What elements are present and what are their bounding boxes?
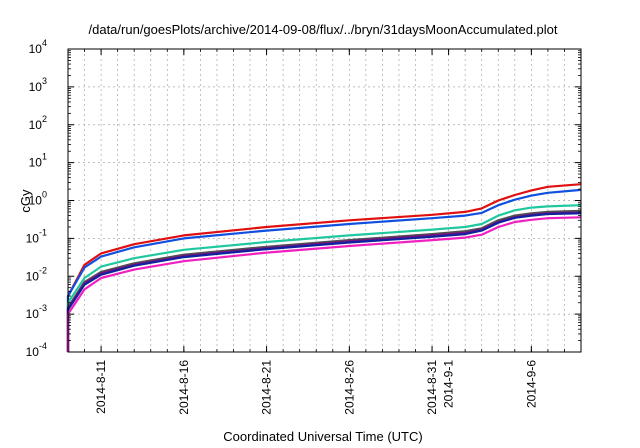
series-line-4 xyxy=(66,209,582,352)
x-tick-label: 2014-8-21 xyxy=(260,360,274,415)
x-tick-label: 2014-9-6 xyxy=(524,360,538,408)
x-axis-label: Coordinated Universal Time (UTC) xyxy=(223,429,422,444)
series-lines xyxy=(66,183,582,352)
x-tick-label: 2014-8-11 xyxy=(94,360,108,414)
series-line-3 xyxy=(66,204,582,352)
x-tick-label: 2014-8-16 xyxy=(177,360,191,415)
y-tick-label: 104 xyxy=(29,38,47,56)
x-tick-label: 2014-8-26 xyxy=(342,360,356,415)
y-tick-label: 10-4 xyxy=(26,341,47,359)
series-line-7 xyxy=(66,216,582,352)
y-tick-label: 100 xyxy=(29,190,47,208)
y-tick-label: 102 xyxy=(29,114,47,132)
series-line-1 xyxy=(66,183,582,352)
series-line-6 xyxy=(66,212,582,352)
x-tick-label: 2014-9-1 xyxy=(442,360,456,408)
x-tick-label: 2014-8-31 xyxy=(425,360,439,415)
y-tick-label: 10-2 xyxy=(26,265,47,283)
series-line-5 xyxy=(66,211,582,352)
axis-ticks: 10-4 10-3 10-2 10-1 100 101 102 103 104 2014-8-11… xyxy=(26,38,581,415)
grid-lines xyxy=(68,49,581,352)
chart-title: /data/run/goesPlots/archive/2014-09-08/f… xyxy=(89,22,558,37)
y-axis-label: cGy xyxy=(18,189,33,213)
y-tick-label: 101 xyxy=(29,152,47,170)
y-tick-label: 10-3 xyxy=(26,303,47,321)
y-tick-label: 10-1 xyxy=(26,227,47,245)
y-tick-label: 103 xyxy=(29,76,47,94)
series-line-2 xyxy=(66,188,582,352)
